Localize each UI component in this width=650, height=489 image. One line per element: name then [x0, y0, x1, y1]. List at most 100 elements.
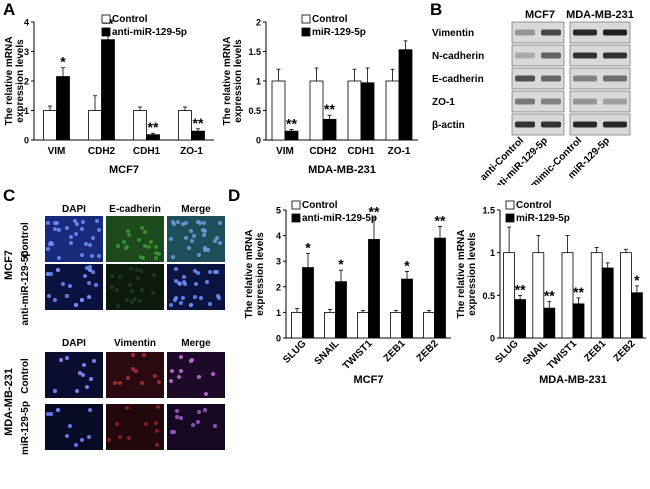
bar [561, 252, 574, 339]
significance-label: ** [544, 287, 555, 303]
nucleus-spot [61, 282, 65, 286]
nucleus-spot [65, 294, 69, 298]
x-tick-label: SNAIL [313, 338, 342, 367]
legend-label: anti-miR-129-5p [112, 27, 187, 38]
nucleus-spot [193, 295, 197, 299]
bar [630, 292, 643, 339]
bar [434, 237, 446, 339]
blot-band [603, 29, 627, 36]
nucleus-spot [182, 275, 186, 279]
nucleus-spot [85, 266, 89, 270]
significance-label: ** [324, 101, 335, 117]
x-tick-label: ZO-1 [180, 146, 203, 157]
nucleus-spot [203, 229, 207, 233]
nucleus-spot [197, 375, 201, 379]
bar [532, 252, 545, 339]
y-tick-label: 2 [24, 77, 29, 87]
blot-band [515, 52, 535, 59]
bar [271, 80, 286, 141]
nucleus-spot [49, 272, 53, 276]
micro-tile [106, 216, 164, 262]
blot-band [515, 75, 535, 82]
legend-swatch [301, 27, 311, 37]
nucleus-spot [196, 420, 200, 424]
bar [601, 267, 614, 339]
micro-col-label: DAPI [62, 204, 86, 215]
bar [302, 267, 314, 339]
bar [284, 130, 299, 141]
nucleus-spot [69, 241, 73, 245]
blot-strip [569, 44, 631, 67]
y-axis-label-line2: expression levels [233, 39, 244, 123]
bar [357, 312, 369, 339]
x-tick-label: ZEB1 [382, 338, 408, 364]
nucleus-spot [49, 412, 53, 416]
nucleus-spot [184, 236, 188, 240]
nucleus-spot [152, 273, 156, 277]
y-tick-label: 1 [256, 77, 261, 87]
significance-label: ** [435, 213, 446, 229]
nucleus-spot [213, 270, 217, 274]
nucleus-spot [74, 443, 78, 447]
y-tick-label: 2 [276, 282, 281, 292]
blot-strip [511, 21, 565, 44]
bar [146, 134, 160, 141]
nucleus-spot [81, 373, 85, 377]
nucleus-spot [131, 367, 135, 371]
blot-strip [569, 21, 631, 44]
nucleus-spot [128, 283, 132, 287]
nucleus-spot [80, 298, 84, 302]
nucleus-spot [133, 297, 137, 301]
nucleus-spot [135, 268, 139, 272]
nucleus-spot [211, 372, 215, 376]
significance-label: ** [193, 115, 204, 131]
micro-col-label: Merge [181, 338, 211, 349]
bar [398, 49, 413, 141]
blot-row-label: N-cadherin [432, 51, 484, 62]
y-tick-label: 1 [24, 106, 29, 116]
significance-label: ** [369, 204, 380, 220]
nucleus-spot [118, 435, 122, 439]
panel-letter-b: B [430, 0, 443, 19]
nucleus-spot [46, 272, 50, 276]
x-tick-label: CDH1 [347, 146, 375, 157]
nucleus-spot [151, 291, 155, 295]
x-tick-label: ZEB1 [582, 338, 608, 364]
micro-tile [106, 264, 164, 310]
nucleus-spot [107, 438, 111, 442]
nucleus-spot [136, 276, 140, 280]
blot-band [515, 29, 535, 36]
nucleus-spot [131, 353, 135, 357]
significance-label: * [634, 272, 640, 288]
blot-strip [511, 44, 565, 67]
x-axis-label: MDA-MB-231 [539, 374, 607, 386]
nucleus-spot [149, 240, 153, 244]
blot-strip [511, 90, 565, 113]
blot-band [603, 98, 627, 105]
legend-swatch [291, 213, 301, 223]
y-tick-label: 0.5 [248, 106, 261, 116]
y-axis-label-line2: expression levels [15, 39, 26, 123]
nucleus-spot [65, 434, 69, 438]
nucleus-spot [80, 438, 84, 442]
nucleus-spot [84, 242, 88, 246]
nucleus-spot [97, 254, 101, 258]
nucleus-spot [138, 299, 142, 303]
bar [619, 252, 632, 339]
y-tick-label: 4 [276, 231, 281, 241]
nucleus-spot [181, 296, 185, 300]
bar [309, 80, 324, 141]
bar [543, 307, 556, 339]
nucleus-spot [172, 222, 176, 226]
nucleus-spot [46, 247, 50, 251]
nucleus-spot [176, 220, 180, 224]
nucleus-spot [196, 271, 200, 275]
nucleus-spot [65, 356, 69, 360]
bar [347, 80, 362, 141]
bar [368, 239, 380, 339]
panel-letter-a: A [3, 0, 16, 19]
blot-band [603, 75, 627, 82]
nucleus-spot [147, 245, 151, 249]
nucleus-spot [130, 289, 134, 293]
bar [56, 76, 70, 141]
